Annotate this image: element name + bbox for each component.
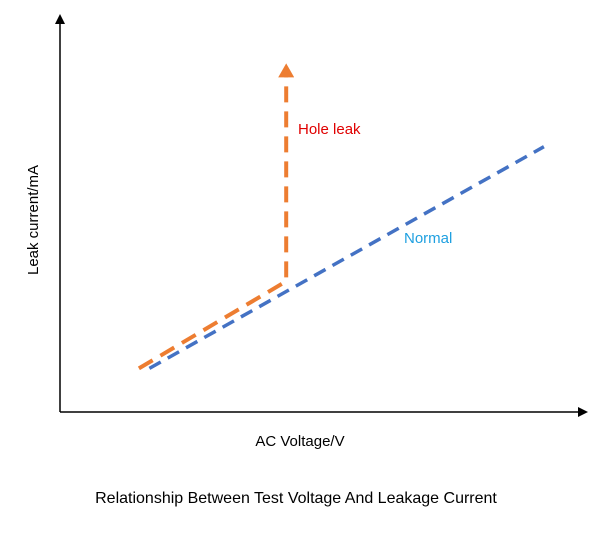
series-layer [137,63,545,371]
y-axis-label: Leak current/mA [25,165,42,275]
annotation-normal: Normal [404,230,452,247]
series-line-normal [148,145,545,370]
annotation-hole-leak: Hole leak [298,121,361,138]
x-axis-label: AC Voltage/V [255,433,344,450]
chart-title: Relationship Between Test Voltage And Le… [95,490,497,507]
series-line-hole-leak [137,63,295,371]
